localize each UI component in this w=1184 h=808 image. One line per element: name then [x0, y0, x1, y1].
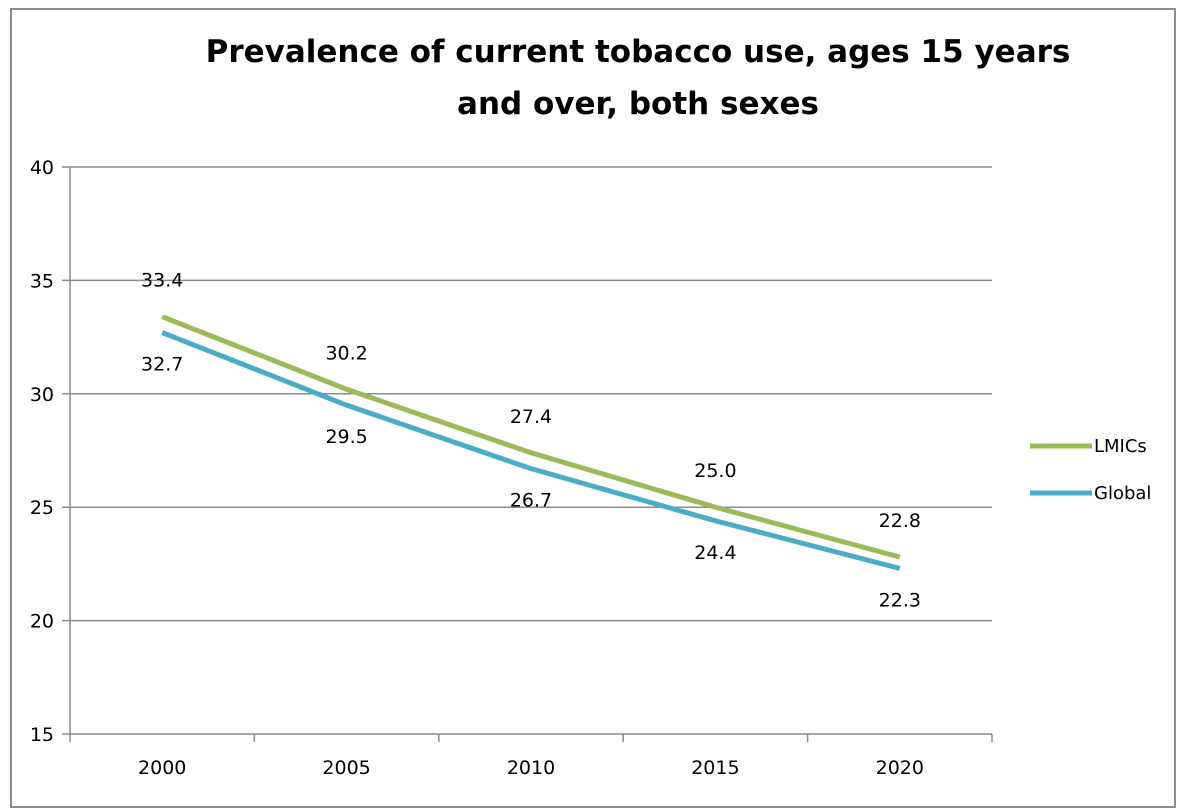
data-label-lmics-2010: 27.4: [510, 406, 552, 428]
gridlines: [62, 166, 992, 622]
data-label-global-2020: 22.3: [879, 589, 921, 611]
x-tick-label-2015: 2015: [691, 757, 739, 779]
data-label-lmics-2020: 22.8: [879, 510, 921, 532]
data-label-lmics-2000: 33.4: [141, 270, 183, 292]
y-tick-label-30: 30: [30, 384, 54, 406]
legend-label-lmics: LMICs: [1094, 436, 1147, 457]
data-label-lmics-2015: 25.0: [694, 460, 736, 482]
data-labels: 33.4 30.2 27.4 25.0 22.8 32.7 29.5 26.7 24.4 22.3: [141, 270, 921, 612]
data-label-global-2015: 24.4: [694, 542, 736, 564]
x-tick-label-2000: 2000: [138, 757, 186, 779]
y-tick-label-25: 25: [30, 497, 54, 519]
chart-title-line-2: and over, both sexes: [457, 86, 819, 122]
y-tick-label-40: 40: [30, 157, 54, 179]
legend-label-global: Global: [1094, 483, 1151, 504]
x-tick-label-2020: 2020: [876, 757, 924, 779]
series-line-global: [161, 330, 901, 571]
data-label-global-2000: 32.7: [141, 354, 183, 376]
x-tick-label-2010: 2010: [507, 757, 555, 779]
legend: LMICs Global: [1030, 436, 1151, 504]
axes: 15 20 25 30 35 40 2000 2005 2010 2015 2020: [30, 157, 993, 779]
data-label-global-2005: 29.5: [325, 426, 367, 448]
chart-frame: [10, 8, 1176, 808]
x-tick-label-2005: 2005: [322, 757, 370, 779]
series-lines: [161, 314, 901, 571]
y-tick-label-20: 20: [30, 611, 54, 633]
data-label-global-2010: 26.7: [510, 490, 552, 512]
data-label-lmics-2005: 30.2: [325, 342, 367, 364]
y-tick-label-15: 15: [30, 724, 54, 746]
y-tick-label-35: 35: [30, 270, 54, 292]
series-line-lmics: [161, 314, 901, 560]
chart-title-line-1: Prevalence of current tobacco use, ages …: [206, 34, 1071, 70]
